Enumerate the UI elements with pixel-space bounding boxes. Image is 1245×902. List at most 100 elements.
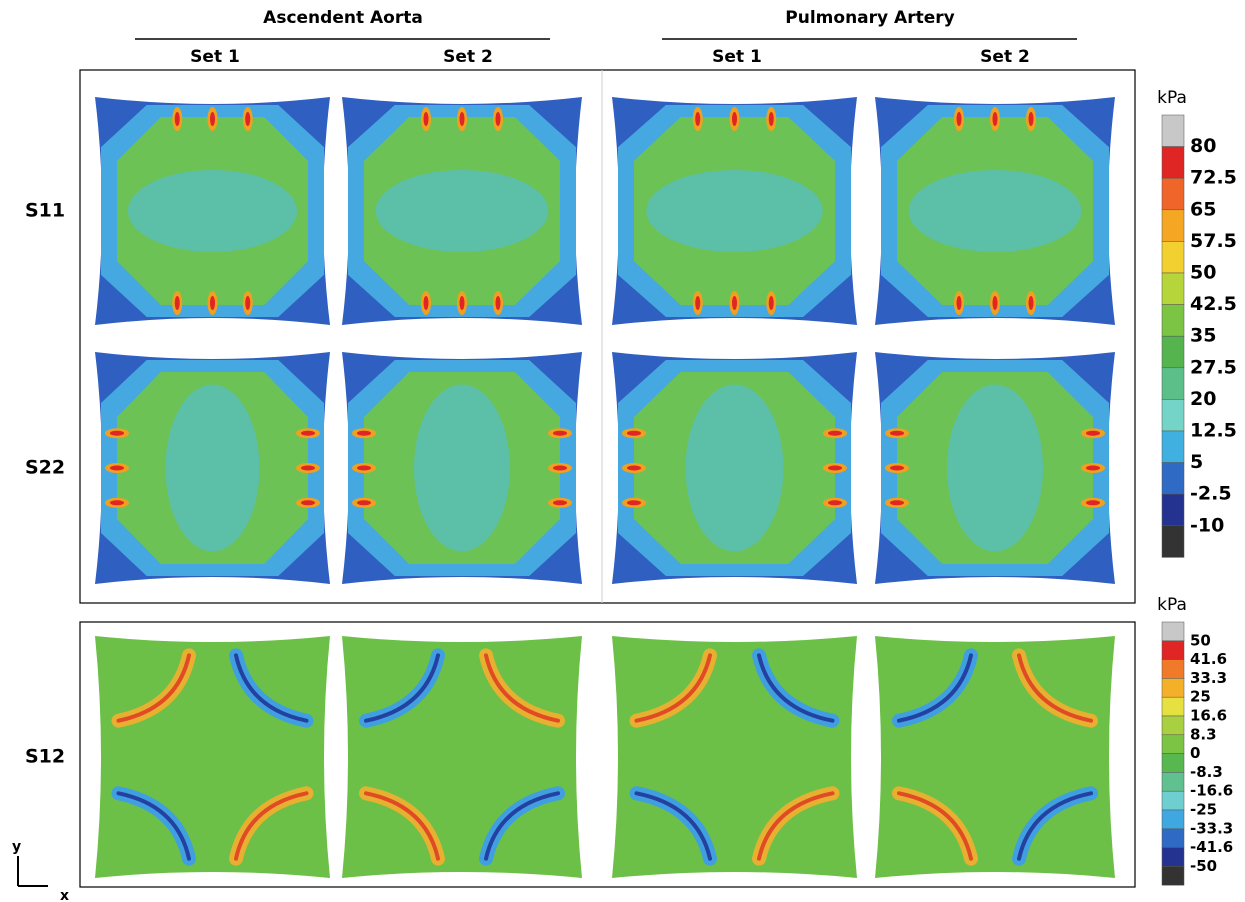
hot-spot [890, 431, 904, 436]
colorbar-label: 80 [1190, 135, 1216, 157]
hot-spot [828, 431, 842, 436]
colorbar-segment [1162, 368, 1184, 400]
contour-panel [342, 636, 582, 878]
colorbar-segment [1162, 772, 1184, 791]
hot-spot [957, 112, 962, 126]
colorbar-segment [1162, 241, 1184, 273]
colorbar-label: 41.6 [1190, 650, 1227, 668]
colorbar-segment [1162, 273, 1184, 305]
colorbar-segment [1162, 463, 1184, 495]
contour-panel [342, 97, 582, 325]
group-title: Pulmonary Artery [785, 8, 954, 28]
contour-panel [95, 636, 330, 878]
colorbar-label: -33.3 [1190, 819, 1233, 837]
hot-spot [769, 296, 774, 310]
panel-zone [947, 384, 1043, 551]
hot-spot [301, 500, 315, 505]
hot-spot [460, 296, 465, 310]
hot-spot [210, 112, 215, 126]
contour-panel [875, 636, 1115, 878]
colorbar-label: -16.6 [1190, 782, 1233, 800]
colorbar-label: 57.5 [1190, 230, 1237, 252]
hot-spot [553, 466, 567, 471]
contour-panel [875, 97, 1115, 325]
panel-body [875, 636, 1115, 878]
hot-spot [769, 112, 774, 126]
hot-spot [553, 431, 567, 436]
hot-spot [828, 466, 842, 471]
contour-panel [342, 352, 582, 584]
colorbar-label: 50 [1190, 631, 1211, 649]
axis-label: x [60, 888, 69, 902]
colorbar-label: 16.6 [1190, 707, 1227, 725]
colorbar-segment [1162, 829, 1184, 848]
hot-spot [1029, 296, 1034, 310]
colorbar-label: 12.5 [1190, 420, 1237, 442]
contour-panel [612, 97, 857, 325]
hot-spot [245, 296, 250, 310]
hot-spot [732, 112, 737, 126]
hot-spot [890, 466, 904, 471]
colorbar-segment [1162, 399, 1184, 431]
colorbar-label: -25 [1190, 801, 1217, 819]
colorbar-label: 20 [1190, 388, 1216, 410]
contour-panel [875, 352, 1115, 584]
colorbar-label: 5 [1190, 451, 1203, 473]
hot-spot [357, 466, 371, 471]
hot-spot [993, 296, 998, 310]
panel-zone [376, 170, 549, 252]
colorbar-segment [1162, 622, 1184, 641]
row-label: S22 [25, 457, 65, 479]
colorbar-label: 27.5 [1190, 356, 1237, 378]
set-label: Set 2 [443, 47, 493, 67]
hot-spot [210, 296, 215, 310]
colorbar-segment [1162, 735, 1184, 754]
colorbar-label: -2.5 [1190, 483, 1232, 505]
hot-spot [496, 296, 501, 310]
row-label: S12 [25, 746, 65, 768]
colorbar-label: -8.3 [1190, 763, 1223, 781]
colorbar-segment [1162, 641, 1184, 660]
hot-spot [460, 112, 465, 126]
colorbar-segment [1162, 494, 1184, 526]
colorbar-label: 33.3 [1190, 669, 1227, 687]
colorbar-label: 42.5 [1190, 293, 1237, 315]
hot-spot [175, 296, 180, 310]
contour-panel [95, 352, 330, 584]
figure: y x kPa kPa Ascendent AortaSet 1Set 2Pul… [0, 0, 1245, 902]
colorbar-segment [1162, 791, 1184, 810]
hot-spot [828, 500, 842, 505]
colorbar-label: 25 [1190, 688, 1211, 706]
hot-spot [553, 500, 567, 505]
panel-zone [909, 170, 1082, 252]
colorbar-segment [1162, 526, 1184, 558]
hot-spot [1086, 466, 1100, 471]
colorbar-segment [1162, 178, 1184, 210]
hot-spot [627, 466, 641, 471]
hot-spot [110, 500, 124, 505]
hot-spot [301, 466, 315, 471]
set-label: Set 1 [712, 47, 762, 67]
hot-spot [175, 112, 180, 126]
hot-spot [695, 296, 700, 310]
hot-spot [424, 112, 429, 126]
hot-spot [732, 296, 737, 310]
colorbar-segment [1162, 115, 1184, 147]
panel-body [342, 636, 582, 878]
hot-spot [301, 431, 315, 436]
hot-spot [627, 500, 641, 505]
axis-label: y [12, 839, 21, 855]
hot-spot [496, 112, 501, 126]
hot-spot [993, 112, 998, 126]
contour-panel [612, 636, 857, 878]
group-title: Ascendent Aorta [263, 8, 423, 28]
colorbar-segment [1162, 147, 1184, 179]
hot-spot [890, 500, 904, 505]
colorbar-segment [1162, 697, 1184, 716]
hot-spot [1086, 431, 1100, 436]
hot-spot [957, 296, 962, 310]
colorbar-segment [1162, 210, 1184, 242]
colorbar-unit: kPa [1157, 595, 1187, 615]
hot-spot [110, 431, 124, 436]
colorbar-segment [1162, 305, 1184, 337]
